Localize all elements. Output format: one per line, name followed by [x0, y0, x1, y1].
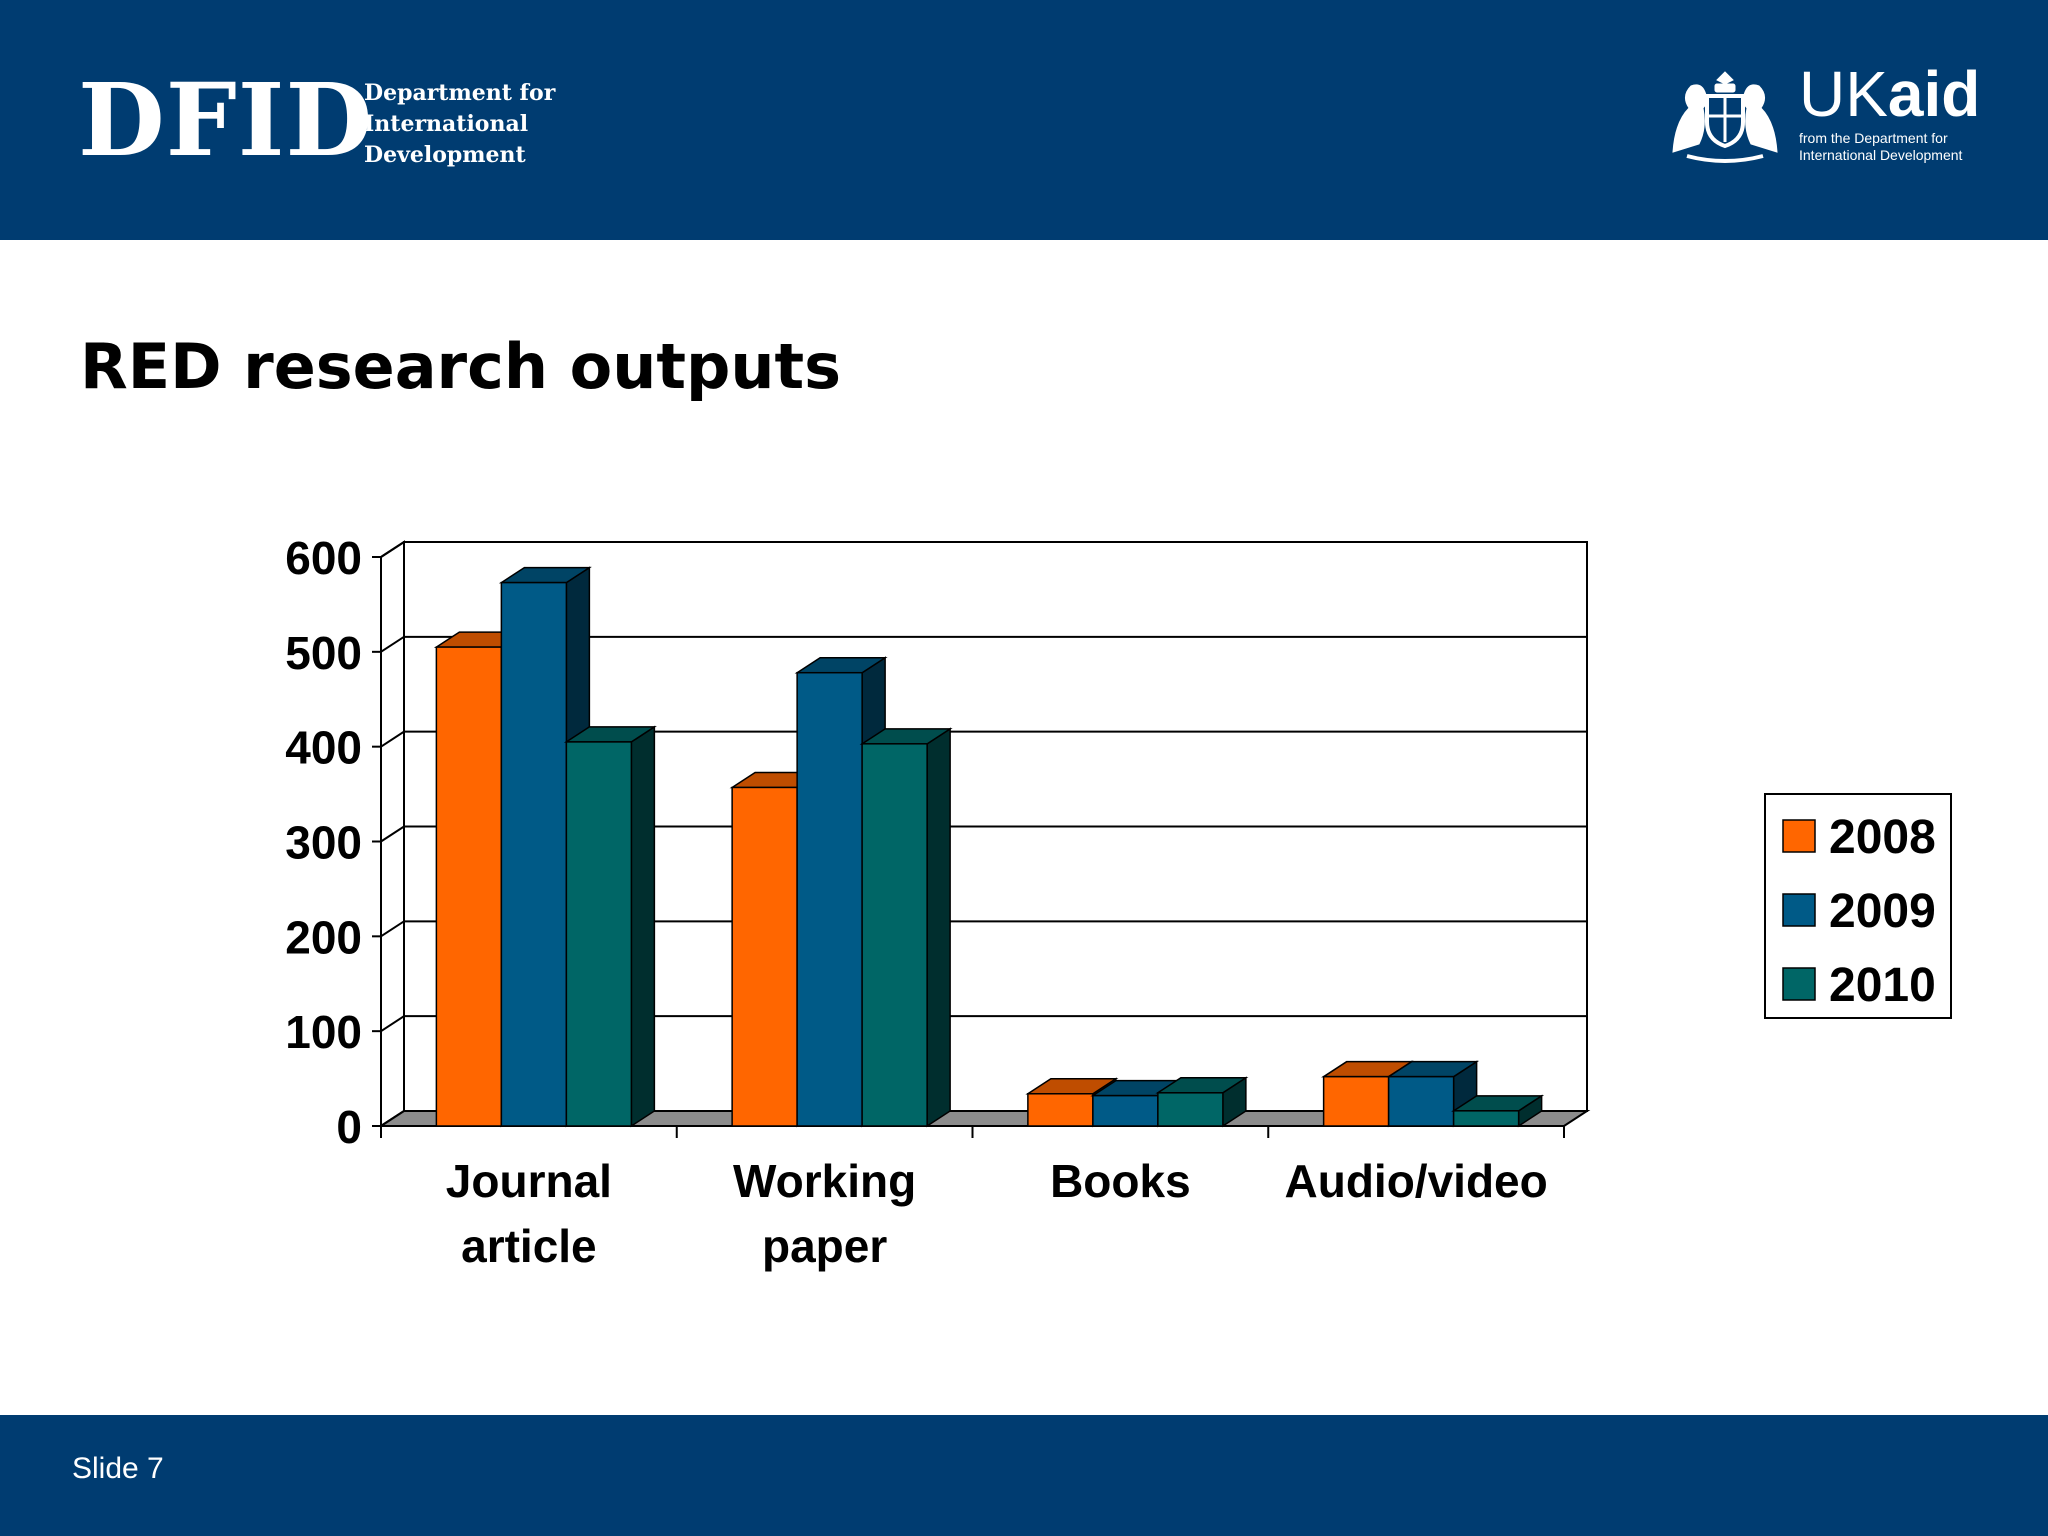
x-tick-label: Audio/video: [1285, 1155, 1548, 1207]
x-tick-label: Journal: [446, 1155, 612, 1207]
bar: [1322, 1075, 1390, 1127]
legend-swatch: [1782, 893, 1816, 927]
slide-number: Slide 7: [72, 1452, 164, 1485]
y-tick-label: 600: [285, 532, 362, 584]
bar: [565, 741, 633, 1127]
gridline: [380, 825, 1587, 843]
x-tick-label: Books: [1050, 1155, 1191, 1207]
y-tick-label: 400: [285, 722, 362, 774]
y-tick-label: 100: [285, 1006, 362, 1058]
bar: [861, 743, 928, 1127]
ukaid-logo: UKaid from the Department for Internatio…: [1665, 58, 1985, 170]
footer-banner: [0, 1415, 2048, 1536]
dfid-logo-text: Department for International Development: [364, 78, 555, 171]
slide-title: RED research outputs: [80, 330, 842, 403]
bar: [796, 671, 863, 1127]
gridline: [380, 541, 1587, 558]
bar: [1452, 1110, 1520, 1127]
bar: [1092, 1094, 1159, 1127]
gridline: [380, 730, 1587, 748]
gridline: [380, 1015, 1587, 1033]
ukaid-tagline-line-1: from the Department for: [1799, 130, 1948, 146]
bar: [500, 581, 568, 1127]
ukaid-tagline-line-2: International Development: [1799, 147, 1963, 163]
bar: [731, 786, 798, 1127]
dfid-logo-line-2: International: [364, 111, 529, 137]
bar: [1157, 1092, 1224, 1127]
dfid-logo-letters: DFID: [78, 61, 374, 179]
gridline: [380, 920, 1587, 938]
ukaid-tagline: from the Department for International De…: [1799, 130, 1962, 164]
y-tick-label: 300: [285, 817, 362, 869]
x-tick-label: paper: [762, 1220, 887, 1272]
x-tick-label: Working: [733, 1155, 916, 1207]
legend-label: 2010: [1829, 959, 1936, 1012]
y-tick-label: 0: [336, 1101, 362, 1153]
bar-side: [926, 727, 951, 1128]
legend-swatch: [1782, 819, 1816, 853]
ukaid-wordmark: UKaid: [1799, 54, 1980, 134]
bar: [1027, 1093, 1094, 1127]
dfid-logo-line-1: Department for: [364, 80, 556, 106]
bar-side: [630, 725, 656, 1128]
ukaid-aid-text: aid: [1887, 58, 1981, 130]
ukaid-uk-text: UK: [1799, 58, 1888, 130]
dfid-logo-line-3: Development: [364, 142, 526, 168]
legend-label: 2008: [1829, 811, 1936, 864]
bar: [1387, 1075, 1455, 1127]
bar: [435, 646, 503, 1127]
royal-crest-icon: [1672, 71, 1778, 163]
y-tick-label: 200: [285, 911, 362, 963]
legend-swatch: [1782, 967, 1816, 1001]
y-tick-label: 500: [285, 627, 362, 679]
legend-label: 2009: [1829, 885, 1936, 938]
gridline: [380, 635, 1587, 653]
x-tick-label: article: [461, 1220, 597, 1272]
